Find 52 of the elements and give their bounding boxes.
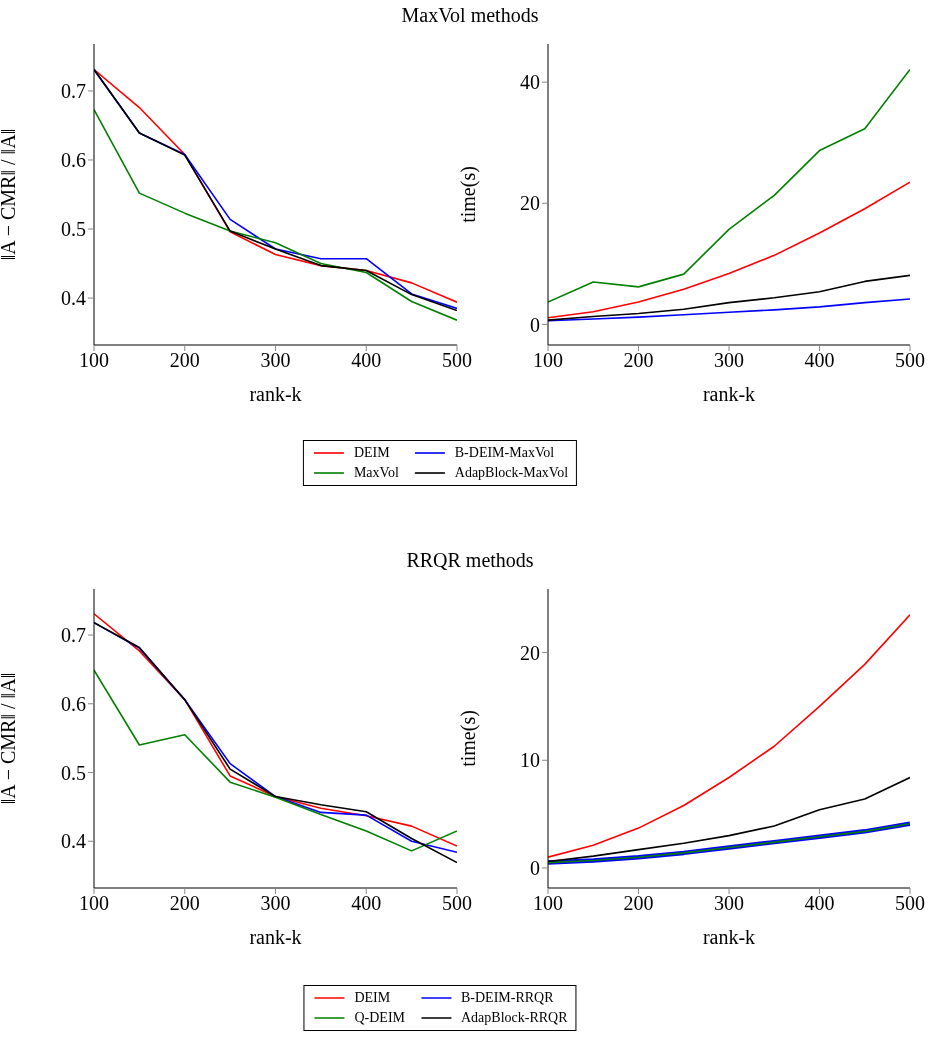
x-tick-label: 400 bbox=[351, 892, 382, 915]
x-tick-label: 200 bbox=[623, 892, 654, 915]
legend-label: DEIM bbox=[353, 445, 390, 461]
y-tick-label: 0.7 bbox=[61, 624, 86, 647]
chart-title: MaxVol methods bbox=[401, 4, 539, 27]
legend-label: AdapBlock-RRQR bbox=[460, 1010, 568, 1026]
y-tick-label: 0.4 bbox=[61, 287, 86, 310]
legend-label: B-DEIM-RRQR bbox=[460, 990, 554, 1006]
x-tick-label: 500 bbox=[442, 892, 472, 915]
x-tick-label: 100 bbox=[79, 892, 109, 915]
x-axis-title: rank-k bbox=[249, 383, 302, 405]
y-tick-label: 40 bbox=[520, 71, 540, 94]
chart-title: RRQR methods bbox=[406, 549, 534, 572]
y-tick-label: 20 bbox=[520, 192, 540, 215]
y-axis-title: ‖A − CMR‖ / ‖A‖ bbox=[0, 672, 20, 805]
y-tick-label: 0 bbox=[530, 313, 540, 336]
x-tick-label: 500 bbox=[895, 892, 925, 915]
y-axis-title: time(s) bbox=[457, 166, 481, 223]
y-tick-label: 0 bbox=[530, 857, 540, 880]
x-tick-label: 200 bbox=[623, 349, 654, 372]
x-tick-label: 500 bbox=[442, 349, 472, 372]
y-tick-label: 10 bbox=[520, 749, 540, 772]
x-tick-label: 100 bbox=[79, 349, 109, 372]
x-tick-label: 400 bbox=[804, 892, 835, 915]
x-tick-label: 100 bbox=[533, 892, 563, 915]
y-tick-label: 0.7 bbox=[61, 80, 86, 103]
x-axis-title: rank-k bbox=[702, 383, 756, 405]
y-axis-title: ‖A − CMR‖ / ‖A‖ bbox=[0, 128, 20, 261]
x-tick-label: 400 bbox=[804, 349, 835, 372]
x-tick-label: 300 bbox=[714, 349, 744, 372]
legend-label: DEIM bbox=[354, 990, 391, 1006]
x-tick-label: 300 bbox=[260, 349, 291, 372]
y-tick-label: 0.5 bbox=[61, 761, 86, 784]
legend-label: AdapBlock-MaxVol bbox=[454, 465, 569, 481]
x-tick-label: 300 bbox=[714, 892, 744, 915]
x-tick-label: 400 bbox=[351, 349, 382, 372]
y-tick-label: 0.6 bbox=[61, 149, 86, 172]
y-tick-label: 0.5 bbox=[61, 218, 86, 241]
x-axis-title: rank-k bbox=[702, 926, 756, 948]
x-tick-label: 100 bbox=[533, 349, 563, 372]
y-tick-label: 0.6 bbox=[61, 692, 86, 715]
x-tick-label: 200 bbox=[169, 349, 200, 372]
x-tick-label: 300 bbox=[260, 892, 291, 915]
x-tick-label: 500 bbox=[895, 349, 925, 372]
legend-label: MaxVol bbox=[353, 465, 399, 481]
legend-label: Q-DEIM bbox=[354, 1010, 405, 1026]
y-axis-title: time(s) bbox=[457, 710, 481, 767]
x-tick-label: 200 bbox=[169, 892, 200, 915]
y-tick-label: 20 bbox=[520, 641, 540, 664]
x-axis-title: rank-k bbox=[249, 926, 302, 948]
legend-label: B-DEIM-MaxVol bbox=[454, 445, 555, 461]
y-tick-label: 0.4 bbox=[61, 830, 86, 853]
